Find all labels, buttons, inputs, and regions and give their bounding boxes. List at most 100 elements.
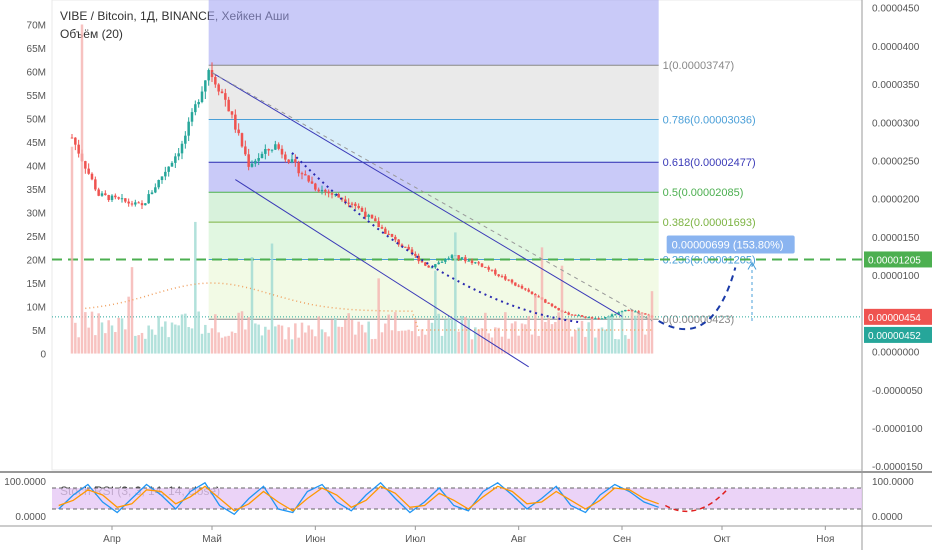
candle-body [240,133,244,147]
volume-bar [577,327,580,354]
candle-body [554,306,557,309]
volume-bar [207,332,210,354]
candle-body [574,314,577,316]
volume-indicator-label[interactable]: Объём (20) [60,27,123,41]
volume-bar [480,328,484,354]
volume-bar [300,322,304,354]
volume-bar [397,331,400,354]
candle-body [587,317,590,319]
candle-body [194,104,197,113]
candle-body [430,267,434,269]
candle-body [107,195,110,201]
volume-bar [234,332,237,354]
volume-bar [164,321,167,354]
candle-body [147,194,150,204]
volume-bar [170,322,174,354]
volume-bar [324,332,327,354]
candle-body [290,159,294,163]
volume-bar [230,331,234,354]
volume-bar [197,311,200,354]
candle-body [644,313,647,315]
volume-bar [77,337,80,354]
left-axis-tick: 15M [27,279,46,290]
left-axis-tick: 35M [27,185,46,196]
volume-bar [614,339,617,354]
candle-body [70,137,74,139]
price-tag: 0.00000452 [868,331,921,342]
volume-bar [140,332,144,354]
volume-bar [574,330,577,354]
volume-bar [444,319,447,354]
candle-body [184,135,187,144]
volume-bar [487,333,490,354]
candle-body [567,312,570,315]
volume-bar [104,333,107,354]
volume-bar [220,337,224,354]
right-axis-tick: 0.0000300 [872,118,920,129]
volume-bar [80,24,84,354]
left-axis-tick: 30M [27,209,46,220]
right-axis-tick: 0.0000150 [872,233,920,244]
volume-bar [424,334,427,354]
left-axis-tick: 55M [27,91,46,102]
volume-bar [440,335,444,354]
right-axis-tick: 0.0000100 [872,271,920,282]
projection-arrow-head [747,261,757,270]
candle-body [364,211,367,218]
volume-bar [484,312,487,354]
fib-zone [208,119,659,163]
candle-body [590,317,594,319]
candle-body [160,176,164,181]
rsi-left-tick: 100.0000 [4,477,46,488]
curve-dotted-line[interactable] [291,152,583,324]
volume-bar [277,324,280,354]
right-axis-tick: 0.0000450 [872,4,920,15]
candle-body [460,257,464,259]
volume-bar [557,312,560,354]
volume-bar [650,291,654,354]
candle-body [384,228,387,234]
rsi-projection-curve[interactable] [664,487,730,513]
volume-bar [377,278,380,354]
volume-bar [90,311,94,354]
candle-body [514,282,517,286]
right-axis-tick: 0.0000350 [872,80,920,91]
volume-bar [454,232,457,354]
volume-bar [157,315,160,354]
volume-bar [224,336,227,354]
volume-bar [464,316,467,354]
candle-body [484,266,487,268]
candle-body [167,166,170,172]
volume-bar [494,327,497,354]
left-axis-tick: 10M [27,303,46,314]
volume-bar [334,318,337,354]
volume-bar [174,324,177,354]
right-axis-tick: 0.0000200 [872,195,920,206]
volume-bar [210,328,214,354]
channel-lower-line[interactable] [235,179,529,368]
left-axis-tick: 60M [27,68,46,79]
candle-body [97,189,100,196]
channel-upper-line[interactable] [211,72,623,317]
projection-curve[interactable] [658,267,737,331]
candle-body [314,183,317,190]
candle-body [127,201,130,204]
volume-bar [144,338,147,354]
candle-body [477,262,480,264]
volume-bar [100,322,104,354]
candle-body [580,315,584,317]
candle-body [550,303,554,307]
volume-bar [347,313,350,354]
volume-bar [597,328,600,354]
volume-bar [127,296,130,354]
candle-body [627,309,630,311]
volume-bar [74,322,77,354]
volume-bar [647,314,650,354]
fib-level-label: 1(0.00003747) [663,60,735,72]
candle-body [557,308,560,311]
volume-bar [327,336,330,354]
volume-bar [167,337,170,354]
candle-body [444,258,447,262]
candle-body [507,279,510,281]
